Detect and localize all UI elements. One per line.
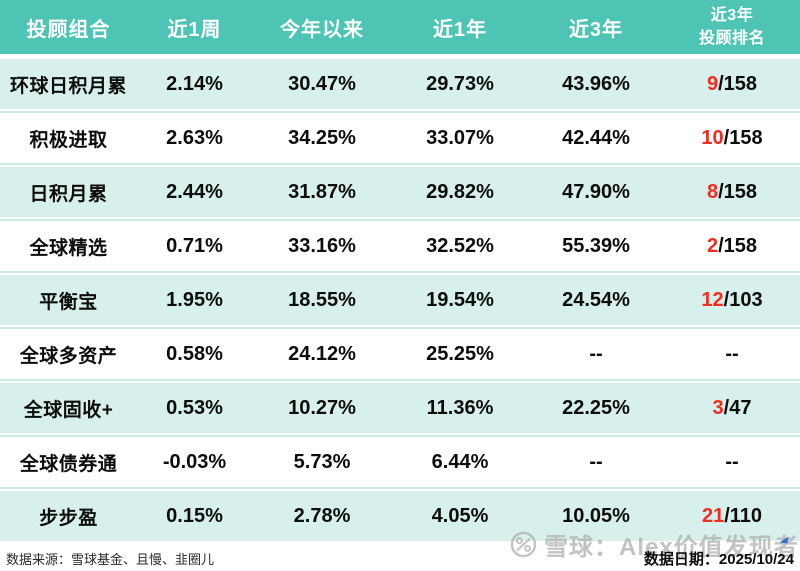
col-header-1year: 近1年 [392, 0, 528, 57]
col-header-3year: 近3年 [528, 0, 664, 57]
data-source-note: 数据来源：雪球基金、且慢、韭圈儿 [6, 552, 215, 567]
tiny-blue-marker [779, 535, 789, 544]
value-rank: 3/47 [664, 381, 800, 435]
data-date-label: 数据日期：2025/10/24 [643, 551, 794, 568]
value-1year: 32.52% [392, 219, 528, 273]
value-rank: 8/158 [664, 165, 800, 219]
table-row: 步步盈 0.15% 2.78% 4.05% 10.05% 21/110 [0, 489, 800, 543]
col-header-portfolio: 投顾组合 [0, 0, 137, 57]
table-row: 全球债券通 -0.03% 5.73% 6.44% -- -- [0, 435, 800, 489]
value-1week: -0.03% [137, 435, 252, 489]
value-rank: 21/110 [664, 489, 800, 543]
table-row: 日积月累 2.44% 31.87% 29.82% 47.90% 8/158 [0, 165, 800, 219]
value-ytd: 18.55% [252, 273, 392, 327]
rank-numerator: 10 [701, 126, 724, 149]
value-rank: 2/158 [664, 219, 800, 273]
value-1week: 2.44% [137, 165, 252, 219]
col-header-3year-rank-line1: 近3年 [710, 6, 754, 24]
col-header-3year-rank: 近3年 投顾排名 [664, 0, 800, 57]
value-1week: 0.71% [137, 219, 252, 273]
table-row: 全球精选 0.71% 33.16% 32.52% 55.39% 2/158 [0, 219, 800, 273]
value-1year: 25.25% [392, 327, 528, 381]
portfolio-name: 全球多资产 [0, 327, 137, 381]
portfolio-name: 步步盈 [0, 489, 137, 543]
rank-denominator: -- [725, 342, 739, 365]
table-body: 环球日积月累 2.14% 30.47% 29.73% 43.96% 9/158 … [0, 57, 800, 543]
rank-denominator: /158 [723, 126, 763, 149]
portfolio-name: 全球固收+ [0, 381, 137, 435]
value-1week: 2.14% [137, 57, 252, 111]
value-ytd: 10.27% [252, 381, 392, 435]
value-3year: 43.96% [528, 57, 664, 111]
value-3year: -- [528, 435, 664, 489]
value-1week: 0.15% [137, 489, 252, 543]
rank-denominator: -- [725, 450, 739, 473]
rank-numerator: 3 [712, 396, 724, 419]
rank-numerator: 2 [706, 234, 719, 257]
portfolio-performance-table: 投顾组合 近1周 今年以来 近1年 近3年 近3年 投顾排名 环球日积月累 2.… [0, 0, 800, 543]
portfolio-name: 平衡宝 [0, 273, 137, 327]
value-1year: 11.36% [392, 381, 528, 435]
value-ytd: 33.16% [252, 219, 392, 273]
col-header-1week: 近1周 [137, 0, 252, 57]
value-rank: 12/103 [664, 273, 800, 327]
value-3year: 42.44% [528, 111, 664, 165]
value-3year: 22.25% [528, 381, 664, 435]
value-1year: 6.44% [392, 435, 528, 489]
value-1week: 1.95% [137, 273, 252, 327]
rank-numerator: 8 [706, 180, 719, 203]
value-ytd: 31.87% [252, 165, 392, 219]
table-row: 平衡宝 1.95% 18.55% 19.54% 24.54% 12/103 [0, 273, 800, 327]
value-1year: 29.73% [392, 57, 528, 111]
portfolio-name: 日积月累 [0, 165, 137, 219]
header-row: 投顾组合 近1周 今年以来 近1年 近3年 近3年 投顾排名 [0, 0, 800, 57]
value-3year: -- [528, 327, 664, 381]
portfolio-name: 全球精选 [0, 219, 137, 273]
table-row: 全球固收+ 0.53% 10.27% 11.36% 22.25% 3/47 [0, 381, 800, 435]
col-header-3year-rank-line2: 投顾排名 [698, 30, 765, 47]
col-header-ytd: 今年以来 [252, 0, 392, 57]
rank-denominator: /110 [724, 504, 763, 527]
rank-denominator: /158 [718, 72, 758, 95]
table-row: 环球日积月累 2.14% 30.47% 29.73% 43.96% 9/158 [0, 57, 800, 111]
value-ytd: 5.73% [252, 435, 392, 489]
portfolio-name: 全球债券通 [0, 435, 137, 489]
value-3year: 10.05% [528, 489, 664, 543]
value-1week: 0.53% [137, 381, 252, 435]
table-row: 积极进取 2.63% 34.25% 33.07% 42.44% 10/158 [0, 111, 800, 165]
value-1year: 4.05% [392, 489, 528, 543]
table-row: 全球多资产 0.58% 24.12% 25.25% -- -- [0, 327, 800, 381]
table-header: 投顾组合 近1周 今年以来 近1年 近3年 近3年 投顾排名 [0, 0, 800, 57]
value-1year: 19.54% [392, 273, 528, 327]
rank-numerator: 21 [701, 504, 725, 527]
value-rank: -- [664, 327, 800, 381]
value-rank: -- [664, 435, 800, 489]
value-1week: 2.63% [137, 111, 252, 165]
value-1week: 0.58% [137, 327, 252, 381]
value-ytd: 2.78% [252, 489, 392, 543]
value-3year: 55.39% [528, 219, 664, 273]
value-3year: 47.90% [528, 165, 664, 219]
rank-numerator: 12 [701, 288, 724, 311]
rank-denominator: /158 [718, 234, 758, 257]
value-3year: 24.54% [528, 273, 664, 327]
value-rank: 9/158 [664, 57, 800, 111]
value-1year: 29.82% [392, 165, 528, 219]
rank-numerator: 9 [706, 72, 719, 95]
value-ytd: 24.12% [252, 327, 392, 381]
rank-denominator: /158 [718, 180, 758, 203]
value-1year: 33.07% [392, 111, 528, 165]
value-rank: 10/158 [664, 111, 800, 165]
rank-denominator: /103 [723, 288, 763, 311]
value-ytd: 34.25% [252, 111, 392, 165]
portfolio-name: 积极进取 [0, 111, 137, 165]
portfolio-name: 环球日积月累 [0, 57, 137, 111]
rank-denominator: /47 [723, 396, 752, 419]
value-ytd: 30.47% [252, 57, 392, 111]
